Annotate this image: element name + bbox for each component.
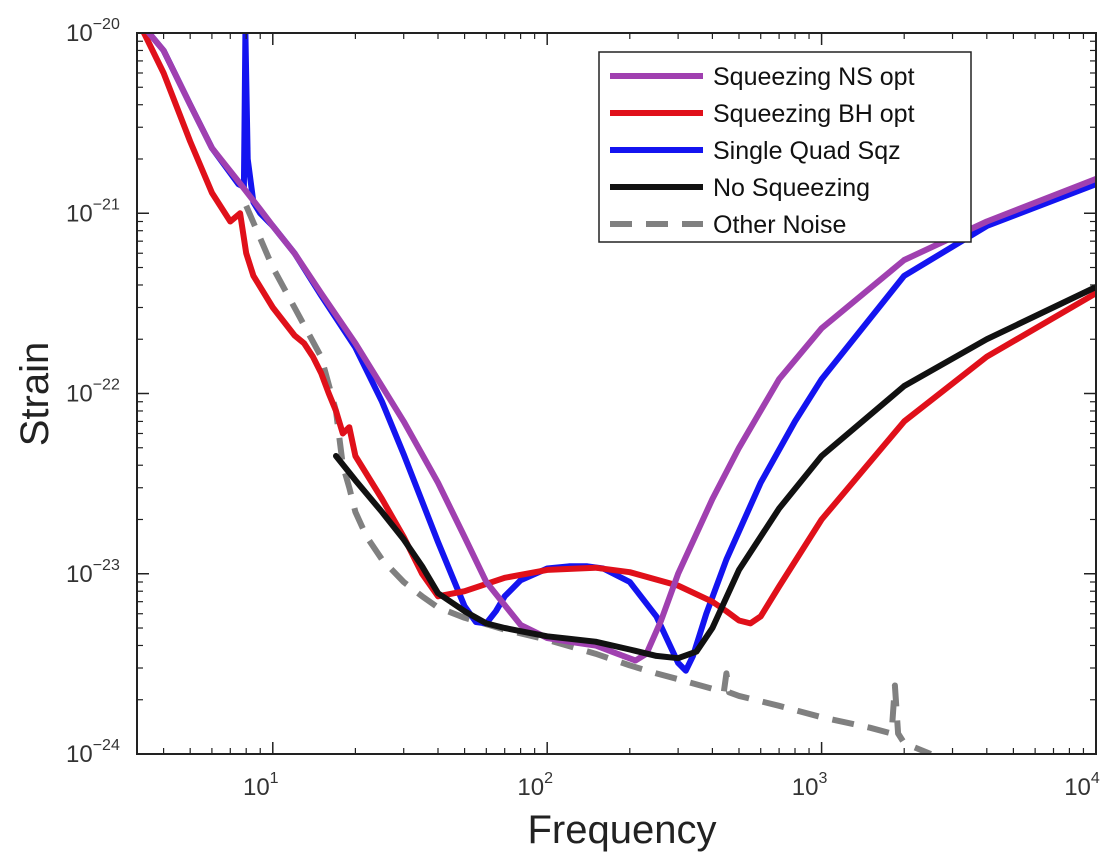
legend-item-other-noise: Other Noise	[610, 211, 846, 239]
legend-items: Squeezing NS opt Squeezing BH opt Single Q…	[610, 63, 915, 239]
legend-label: Other Noise	[713, 211, 846, 239]
legend-item-no-squeezing: No Squeezing	[610, 174, 870, 202]
tick-layer	[137, 32, 1097, 755]
legend-item-single-quad-sqz: Single Quad Sqz	[610, 137, 901, 165]
x-axis-label: Frequency	[528, 808, 717, 852]
series-line-no-squeezing	[333, 284, 1096, 662]
legend-item-squeezing-bh-opt: Squeezing BH opt	[610, 100, 915, 128]
y-axis-label: Strain	[13, 342, 57, 447]
legend-label: Squeezing BH opt	[713, 100, 915, 128]
legend-item-squeezing-ns-opt: Squeezing NS opt	[610, 63, 915, 91]
series-line-squeezing-bh-opt	[140, 33, 1096, 627]
series-line-single-quad-sqz	[145, 33, 1096, 674]
legend-label: Squeezing NS opt	[713, 63, 915, 91]
legend: Squeezing NS opt Squeezing BH opt Single Q…	[598, 51, 972, 243]
legend-label: Single Quad Sqz	[713, 137, 901, 165]
series-line-other-noise	[243, 204, 932, 754]
series-layer	[140, 33, 1096, 754]
legend-label: No Squeezing	[713, 174, 870, 202]
